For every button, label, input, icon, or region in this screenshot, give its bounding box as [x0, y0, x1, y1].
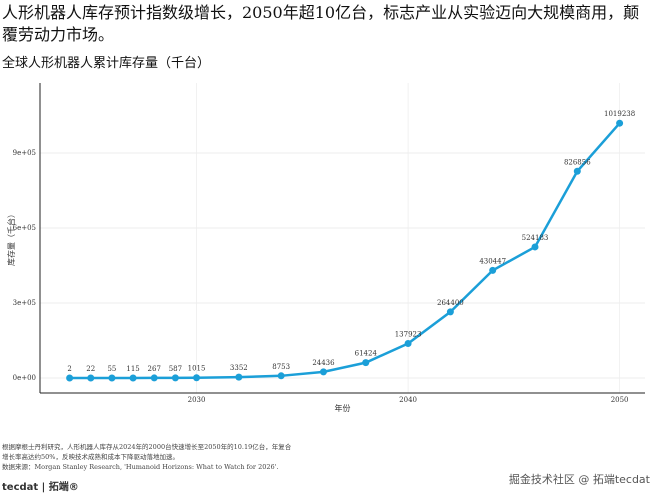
- value-label: 826856: [564, 158, 591, 166]
- point: [489, 266, 497, 274]
- value-label: 55: [107, 365, 116, 373]
- point: [446, 308, 454, 316]
- data-line: [69, 122, 621, 380]
- y-tick-label: 3e+05: [13, 299, 36, 307]
- value-label: 2: [67, 365, 71, 373]
- y-axis-title: 库存量（千台）: [6, 210, 16, 266]
- value-label: 61424: [355, 350, 378, 358]
- point: [362, 359, 370, 367]
- note: 数据来源：Morgan Stanley Research, 'Humanoid …: [2, 463, 279, 471]
- value-label: 267: [148, 365, 161, 373]
- value-label: 137923: [395, 331, 422, 339]
- point: [108, 374, 116, 382]
- point: [171, 374, 179, 382]
- value-label: 430447: [479, 257, 506, 265]
- y-tick-label: 0e+00: [13, 374, 36, 382]
- value-label: 1015: [188, 365, 206, 373]
- chart-title: 人形机器人库存预计指数级增长，2050年超10亿台，标志产业从实验迈向大规模商用…: [2, 3, 640, 44]
- x-tick-label: 2040: [399, 396, 417, 404]
- x-tick-label: 2050: [611, 396, 629, 404]
- point: [235, 373, 243, 381]
- value-label: 8753: [272, 363, 290, 371]
- watermark: 掘金技术社区 @ 拓端tecdat: [508, 473, 650, 486]
- point: [277, 372, 285, 380]
- point: [319, 368, 327, 376]
- note: 根据摩根士丹利研究，人形机器人库存从2024年的2000台快速增长至2050年的…: [2, 443, 292, 451]
- y-tick-label: 6e+05: [13, 224, 36, 232]
- value-label: 24436: [312, 359, 335, 367]
- y-tick-label: 9e+05: [13, 149, 36, 157]
- point: [150, 374, 158, 382]
- value-label: 524183: [522, 234, 549, 242]
- point: [616, 119, 624, 127]
- point: [66, 374, 74, 382]
- value-label: 3352: [230, 364, 248, 372]
- note: 增长率高达约50%，反映技术成熟和成本下降驱动落地加速。: [2, 453, 179, 461]
- value-label: 115: [126, 365, 139, 373]
- point: [193, 374, 201, 382]
- notes: 根据摩根士丹利研究，人形机器人库存从2024年的2000台快速增长至2050年的…: [2, 442, 291, 472]
- value-label: 264400: [437, 299, 464, 307]
- x-axis-title: 年份: [335, 403, 351, 413]
- point: [573, 167, 581, 175]
- point: [129, 374, 137, 382]
- value-label: 587: [169, 365, 182, 373]
- value-label: 1019238: [604, 110, 635, 118]
- point: [531, 243, 539, 251]
- x-tick-label: 2030: [188, 396, 206, 404]
- point: [87, 374, 95, 382]
- logo: tecdat | 拓端®: [2, 482, 79, 493]
- value-label: 22: [86, 365, 95, 373]
- point: [404, 340, 412, 348]
- chart-subtitle: 全球人形机器人累计库存量（千台）: [2, 56, 211, 71]
